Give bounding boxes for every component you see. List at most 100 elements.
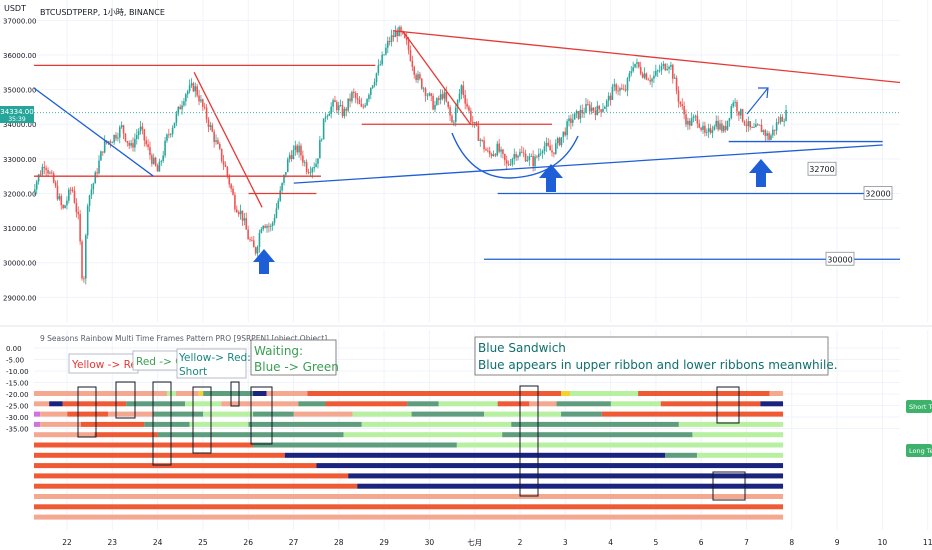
candle-body xyxy=(705,131,708,133)
candle-body xyxy=(473,122,476,123)
annotation-text: Blue appears in upper ribbon and lower r… xyxy=(478,358,838,372)
projection-arrow-head xyxy=(758,87,769,99)
side-badge-short[interactable]: Short Te xyxy=(906,400,932,413)
candle-body xyxy=(252,240,255,248)
ribbon-segment xyxy=(126,401,186,407)
candle-body xyxy=(621,88,623,90)
ribbon-segment xyxy=(769,391,784,396)
candle-body xyxy=(507,163,510,165)
time-tick-label: 22 xyxy=(62,538,72,547)
candle-body xyxy=(415,74,417,80)
candle-body xyxy=(339,105,342,107)
candle-body xyxy=(422,88,425,90)
candle-body xyxy=(296,145,298,153)
candle-body xyxy=(351,91,353,102)
ribbon-segment xyxy=(561,411,602,417)
candle-body xyxy=(239,210,242,215)
candle-body xyxy=(456,99,459,108)
candle-body xyxy=(736,102,738,112)
candle-body xyxy=(234,194,236,210)
candle-body xyxy=(545,142,548,147)
time-tick-label: 2 xyxy=(518,538,523,547)
candle-body xyxy=(483,140,485,150)
candle-body xyxy=(88,195,91,206)
candle-body xyxy=(662,63,665,67)
candle-body xyxy=(315,163,317,167)
highlight-box xyxy=(152,381,172,466)
candle-body xyxy=(528,156,531,161)
candle-body xyxy=(554,143,557,154)
time-tick-label: 27 xyxy=(289,538,299,547)
candle-body xyxy=(619,88,621,91)
annotation-text: Yellow-> Red: xyxy=(178,352,251,364)
candle-body xyxy=(526,160,529,162)
side-badge-bg xyxy=(906,400,932,413)
candle-body xyxy=(541,151,544,154)
candle-body xyxy=(385,47,387,55)
candle-body xyxy=(585,104,587,113)
candle-body xyxy=(687,120,689,125)
ribbon-segment xyxy=(411,411,485,417)
candle-body xyxy=(566,121,568,136)
ribbon-segment xyxy=(34,432,95,438)
candle-body xyxy=(709,128,712,133)
candle-body xyxy=(251,240,253,241)
time-tick-label: 4 xyxy=(608,538,613,547)
candle-body xyxy=(326,115,329,117)
candle-body xyxy=(430,93,433,96)
candle-body xyxy=(577,111,580,119)
candle-body xyxy=(215,140,217,142)
annotation-text: Yellow -> Red xyxy=(71,359,144,371)
candle-body xyxy=(75,202,78,213)
ribbon-segment xyxy=(284,452,666,458)
candle-body xyxy=(366,99,368,106)
level-label-text: 32000 xyxy=(865,189,890,198)
candle-body xyxy=(685,114,687,125)
time-tick-label: 9 xyxy=(835,538,840,547)
candle-body xyxy=(681,104,684,107)
candle-body xyxy=(537,153,540,158)
candle-body xyxy=(347,98,349,111)
ribbon-segment xyxy=(601,411,784,417)
candle-body xyxy=(349,98,351,102)
up-arrow-icon xyxy=(253,249,275,274)
up-arrow-icon xyxy=(749,159,773,187)
candle-body xyxy=(381,54,383,65)
candle-body xyxy=(300,145,302,156)
candle-body xyxy=(413,66,416,75)
candle-body xyxy=(394,31,397,38)
candle-body xyxy=(266,225,268,228)
ribbon-segment xyxy=(203,411,254,417)
annotation-box xyxy=(474,336,829,376)
ribbon-segment xyxy=(361,421,512,427)
candle-body xyxy=(222,160,225,165)
indicator-tick-label: -20.00 xyxy=(6,391,29,399)
candle-body xyxy=(62,205,64,209)
candle-body xyxy=(730,106,733,119)
ribbon-segment xyxy=(343,432,503,438)
candle-body xyxy=(724,126,727,130)
highlight-box xyxy=(250,386,273,445)
candle-body xyxy=(322,118,325,140)
level-labels: 32700 32000 30000 xyxy=(807,161,893,266)
ribbon-segment xyxy=(80,421,145,427)
ribbon-segment xyxy=(176,391,199,396)
candle-body xyxy=(690,118,693,126)
candle-body xyxy=(400,27,402,33)
candle-body xyxy=(81,241,83,279)
level-label-text: 30000 xyxy=(827,255,852,264)
candle-body xyxy=(375,73,378,82)
time-tick-label: 30 xyxy=(425,538,435,547)
candle-body xyxy=(188,85,191,92)
candle-body xyxy=(230,184,232,189)
side-badge-long[interactable]: Long Te xyxy=(906,444,932,457)
candle-body xyxy=(464,94,466,104)
candle-body xyxy=(118,127,121,138)
candle-body xyxy=(286,159,289,173)
candle-body xyxy=(405,37,408,41)
candle-body xyxy=(128,142,131,146)
candle-body xyxy=(268,225,270,227)
candle-body xyxy=(426,95,429,97)
candle-body xyxy=(734,102,736,103)
ribbon-segment xyxy=(610,401,661,407)
